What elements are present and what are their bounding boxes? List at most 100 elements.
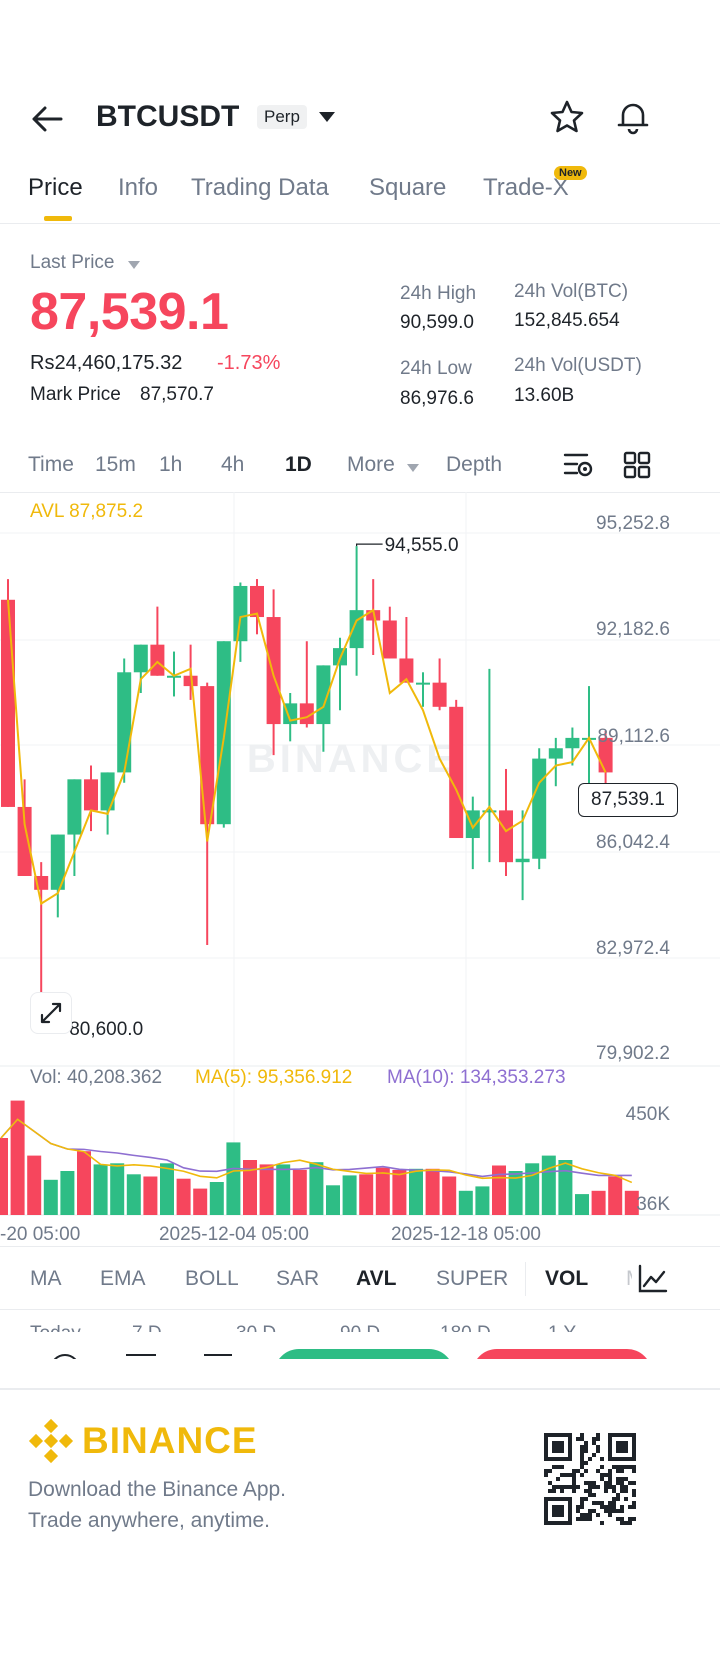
period-1y[interactable]: 1 Y [548,1323,576,1332]
last-price-label[interactable]: Last Price [30,252,115,273]
indicator-ema[interactable]: EMA [100,1267,146,1290]
qr-module [588,1493,592,1497]
qr-module [632,1493,636,1497]
download-qr-code[interactable] [544,1433,636,1525]
volume-bar [27,1155,42,1215]
symbol-title[interactable]: BTCUSDT [96,100,240,133]
ma5-label: MA(5): 95,356.912 [195,1067,353,1088]
indicator-vol[interactable]: VOL [545,1267,589,1290]
indicator-sar[interactable]: SAR [276,1267,320,1290]
candle-body [548,748,563,759]
tf-15m[interactable]: 15m [95,453,136,476]
qr-module [572,1485,576,1489]
tab-active-indicator [44,216,72,221]
period-today[interactable]: Today [30,1323,81,1332]
tf-1d[interactable]: 1D [285,453,312,476]
qr-module [568,1473,572,1477]
indicator-settings-icon[interactable] [636,1264,668,1294]
tab-square[interactable]: Square [369,174,447,201]
indicator-avl[interactable]: AVL [356,1267,397,1290]
candle-body [416,682,430,685]
qr-module [616,1509,620,1513]
candle-body [150,644,165,676]
qr-module [580,1437,584,1441]
sell-button[interactable] [472,1349,652,1359]
candle-body [266,617,281,725]
symbol-dropdown-icon[interactable] [317,110,337,124]
qr-module [624,1465,628,1469]
high-value: 90,599.0 [400,312,474,333]
last-price-dropdown-icon[interactable] [127,257,141,269]
more-dropdown-icon[interactable] [406,460,420,472]
tf-more[interactable]: More [347,453,395,476]
qr-module [560,1465,564,1469]
qr-module [544,1469,548,1473]
period-180d[interactable]: 180 D [440,1323,491,1332]
period-90d[interactable]: 90 D [340,1323,380,1332]
qr-module [620,1465,624,1469]
qr-module [588,1481,592,1485]
qr-module [580,1433,584,1437]
indicator-divider [525,1262,526,1296]
x-tick-label: 2025-12-04 05:00 [159,1224,309,1245]
qr-module [584,1449,588,1453]
qr-module [620,1517,624,1521]
favorite-star-icon[interactable] [548,98,586,136]
qr-module [548,1489,552,1493]
expand-chart-button[interactable] [30,992,72,1034]
qr-module [604,1473,608,1477]
volume-bar [458,1190,473,1215]
period-30d[interactable]: 30 D [236,1323,276,1332]
qr-module [556,1465,560,1469]
current-price-tag-value: 87,539.1 [591,789,665,810]
volume-bar [492,1165,506,1215]
indicator-ma[interactable]: MA [30,1267,62,1290]
chart-settings-icon[interactable] [563,450,595,480]
tab-trading-data[interactable]: Trading Data [191,174,329,201]
candle-body [482,810,497,813]
vol-usdt-value: 13.60B [514,385,575,406]
qr-module [592,1485,596,1489]
perp-badge: Perp [257,105,307,129]
x-tick-label: 2025-12-18 05:00 [391,1224,541,1245]
qr-module [624,1485,628,1489]
indicator-boll[interactable]: BOLL [185,1267,239,1290]
alert-icon[interactable] [126,1354,156,1359]
qr-module [576,1509,580,1513]
qr-module [604,1485,608,1489]
mark-price-value: 87,570.7 [140,384,214,405]
vol-tick-label: 36K [636,1194,670,1215]
qr-module [624,1521,628,1525]
candle-body [565,737,580,749]
vol-tick-label: 450K [626,1104,671,1125]
tab-info[interactable]: Info [118,174,159,201]
grid-layout-icon[interactable] [622,450,652,480]
notification-bell-icon[interactable] [613,97,653,137]
volume-bar [392,1169,407,1215]
volume-bar [558,1160,573,1215]
qr-module [596,1501,600,1505]
qr-module [620,1509,624,1513]
qr-module [572,1469,576,1473]
tf-time[interactable]: Time [28,453,74,476]
indicator-super[interactable]: SUPER [436,1267,509,1290]
tab-price[interactable]: Price [28,174,83,201]
candlestick-chart[interactable]: BINANCE 94,555.0 80,600.0 95,252.8 92,182.… [0,492,720,1247]
qr-module [608,1473,612,1477]
candle-body [1,599,15,807]
footer-line-1: Download the Binance App. [28,1478,287,1501]
volume-bar [193,1188,208,1215]
tf-4h[interactable]: 4h [221,453,245,476]
buy-button[interactable] [274,1349,454,1359]
share-icon[interactable] [204,1354,232,1359]
back-arrow-icon[interactable] [28,100,66,138]
tf-depth[interactable]: Depth [446,453,503,476]
tab-trade-x[interactable]: Trade-X [483,174,569,201]
qr-module [548,1469,552,1473]
period-7d[interactable]: 7 D [132,1323,162,1332]
qr-module [584,1441,588,1445]
qr-module [584,1497,588,1501]
indicator-macd-partial[interactable]: M [626,1267,632,1290]
tf-1h[interactable]: 1h [159,453,183,476]
more-actions-icon[interactable] [50,1354,80,1359]
